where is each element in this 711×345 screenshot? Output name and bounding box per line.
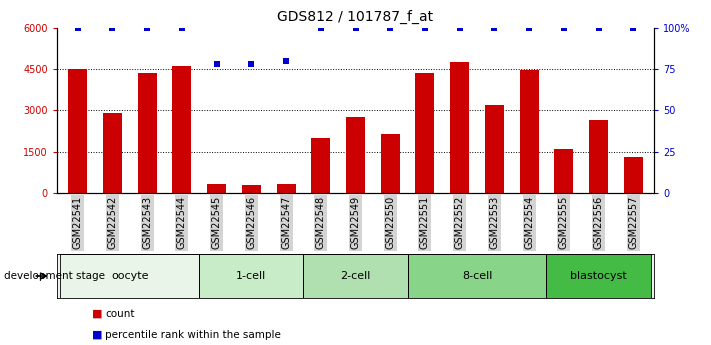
Text: count: count bbox=[105, 309, 134, 319]
Point bbox=[245, 61, 257, 67]
Bar bbox=[207, 184, 226, 193]
Bar bbox=[138, 73, 156, 193]
Bar bbox=[311, 138, 331, 193]
Text: ■: ■ bbox=[92, 330, 103, 339]
Point bbox=[107, 25, 118, 30]
Point bbox=[419, 25, 431, 30]
Point bbox=[72, 25, 83, 30]
Bar bbox=[380, 134, 400, 193]
Bar bbox=[68, 69, 87, 193]
Bar bbox=[520, 70, 539, 193]
Point bbox=[315, 25, 326, 30]
Bar bbox=[242, 185, 261, 193]
Point bbox=[385, 25, 396, 30]
Point bbox=[350, 25, 361, 30]
Text: GSM22554: GSM22554 bbox=[524, 196, 534, 249]
Bar bbox=[346, 117, 365, 193]
Text: 1-cell: 1-cell bbox=[236, 271, 267, 281]
Title: GDS812 / 101787_f_at: GDS812 / 101787_f_at bbox=[277, 10, 434, 24]
Text: GSM22543: GSM22543 bbox=[142, 196, 152, 249]
Point bbox=[628, 25, 639, 30]
Bar bbox=[60, 254, 199, 298]
Point bbox=[558, 25, 570, 30]
Text: GSM22546: GSM22546 bbox=[246, 196, 257, 249]
Text: GSM22551: GSM22551 bbox=[420, 196, 430, 249]
Bar bbox=[555, 149, 573, 193]
Point bbox=[280, 58, 292, 63]
Bar bbox=[547, 254, 651, 298]
Bar bbox=[589, 120, 608, 193]
Bar bbox=[277, 184, 296, 193]
Text: GSM22548: GSM22548 bbox=[316, 196, 326, 249]
Text: GSM22544: GSM22544 bbox=[177, 196, 187, 249]
Bar bbox=[172, 66, 191, 193]
Text: development stage: development stage bbox=[4, 271, 105, 281]
Bar bbox=[304, 254, 407, 298]
Text: oocyte: oocyte bbox=[111, 271, 149, 281]
Text: ■: ■ bbox=[92, 309, 103, 319]
Bar bbox=[199, 254, 304, 298]
Text: GSM22545: GSM22545 bbox=[212, 196, 222, 249]
Bar bbox=[407, 254, 547, 298]
Bar bbox=[624, 157, 643, 193]
Text: GSM22556: GSM22556 bbox=[594, 196, 604, 249]
Text: 8-cell: 8-cell bbox=[462, 271, 492, 281]
Text: GSM22547: GSM22547 bbox=[281, 196, 291, 249]
Point bbox=[454, 25, 466, 30]
Text: GSM22541: GSM22541 bbox=[73, 196, 82, 249]
Point bbox=[488, 25, 500, 30]
Point bbox=[593, 25, 604, 30]
Text: 2-cell: 2-cell bbox=[341, 271, 370, 281]
Bar bbox=[415, 73, 434, 193]
Text: GSM22542: GSM22542 bbox=[107, 196, 117, 249]
Text: GSM22553: GSM22553 bbox=[489, 196, 499, 249]
Bar bbox=[485, 105, 504, 193]
Point bbox=[523, 25, 535, 30]
Bar bbox=[450, 62, 469, 193]
Text: blastocyst: blastocyst bbox=[570, 271, 627, 281]
Bar bbox=[103, 113, 122, 193]
Text: GSM22549: GSM22549 bbox=[351, 196, 360, 249]
Text: GSM22557: GSM22557 bbox=[629, 196, 638, 249]
Text: GSM22552: GSM22552 bbox=[454, 196, 465, 249]
Text: GSM22555: GSM22555 bbox=[559, 196, 569, 249]
Point bbox=[211, 61, 223, 67]
Point bbox=[141, 25, 153, 30]
Text: GSM22550: GSM22550 bbox=[385, 196, 395, 249]
Text: percentile rank within the sample: percentile rank within the sample bbox=[105, 330, 281, 339]
Point bbox=[176, 25, 188, 30]
